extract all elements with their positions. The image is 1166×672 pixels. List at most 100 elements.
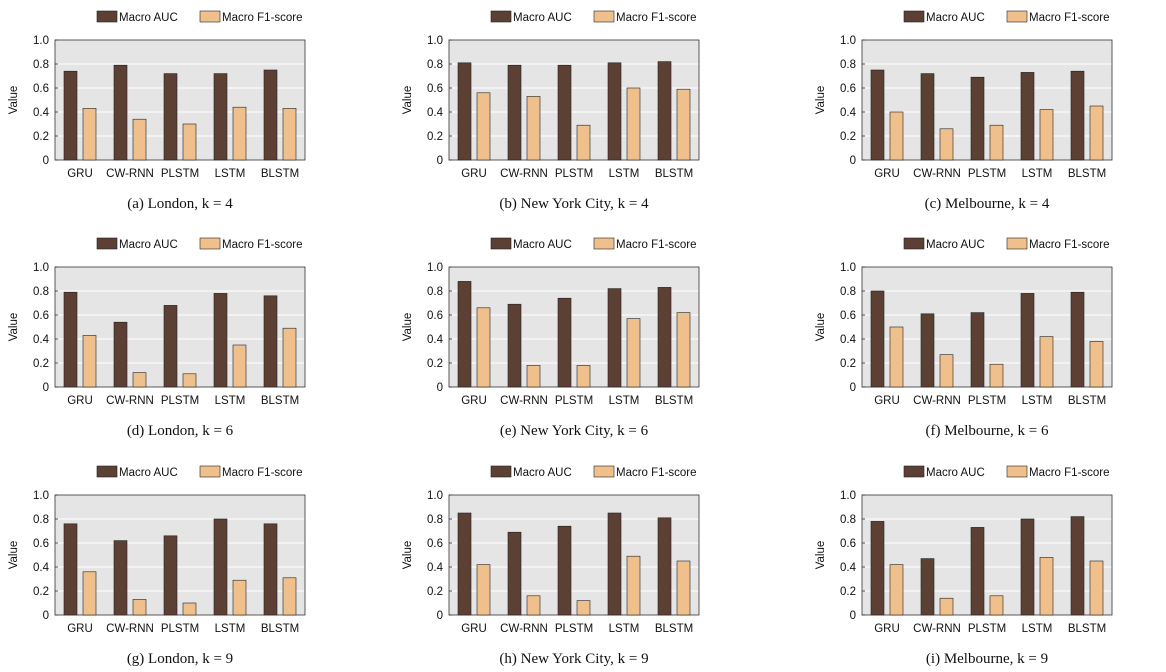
chart-panel: Macro AUC Macro F1-score 0 0.2 0.4 0.6 0.8 1.0 V…	[8, 237, 306, 439]
legend-swatch-macro-auc	[96, 465, 118, 478]
bar-macro-f1-cw-rnn	[132, 118, 147, 161]
x-tick-label: GRU	[874, 623, 900, 635]
bar-macro-f1-lstm	[626, 87, 641, 161]
legend-label-macro-auc: Macro AUC	[119, 12, 178, 24]
bar-macro-f1-cw-rnn	[526, 595, 541, 616]
bar-macro-auc-blstm	[263, 69, 278, 161]
bar-macro-auc-blstm	[657, 517, 672, 616]
y-tick-label: 0.4	[33, 334, 50, 346]
bar-macro-auc-plstm	[970, 76, 985, 161]
y-tick-label: 0	[43, 610, 49, 622]
x-tick-label: CW-RNN	[106, 623, 154, 635]
bar-macro-auc-lstm	[213, 73, 228, 161]
bar-macro-f1-plstm	[576, 124, 591, 161]
bar-macro-f1-cw-rnn	[939, 354, 954, 388]
legend-swatch-macro-auc	[96, 10, 118, 23]
bar-macro-auc-cw-rnn	[920, 558, 935, 616]
subfigure-caption: (f) Melbourne, k = 6	[925, 423, 1049, 439]
y-tick-label: 0	[437, 382, 443, 394]
axes-frame	[448, 266, 700, 388]
x-tick-label: PLSTM	[968, 395, 1006, 407]
x-tick-label: PLSTM	[555, 623, 593, 635]
bar-macro-f1-plstm	[576, 365, 591, 388]
y-axis-label: Value	[402, 313, 414, 342]
axes-frame	[448, 494, 700, 616]
y-tick-label: 0	[43, 382, 49, 394]
x-tick-label: GRU	[461, 395, 487, 407]
bar-macro-auc-lstm	[1020, 293, 1035, 388]
bar-macro-f1-plstm	[576, 600, 591, 616]
bar-macro-auc-plstm	[163, 73, 178, 161]
bar-macro-f1-blstm	[1089, 105, 1104, 161]
y-tick-label: 1.0	[33, 262, 49, 274]
axes-frame	[54, 39, 306, 161]
bar-macro-f1-cw-rnn	[132, 599, 147, 616]
x-tick-label: GRU	[461, 623, 487, 635]
x-tick-label: BLSTM	[1068, 168, 1106, 180]
y-tick-label: 0.2	[427, 358, 443, 370]
subfigure-caption: (g) London, k = 9	[127, 651, 233, 667]
axes-frame	[448, 39, 700, 161]
plot-area	[449, 40, 699, 160]
x-tick-label: GRU	[67, 168, 93, 180]
x-tick-label: BLSTM	[261, 168, 299, 180]
bar-macro-auc-gru	[63, 291, 78, 388]
bar-macro-f1-gru	[889, 326, 904, 388]
legend-swatch-macro-auc	[903, 465, 925, 478]
bar-macro-f1-lstm	[1039, 336, 1054, 388]
y-tick-label: 0.8	[33, 286, 49, 298]
x-tick-label: GRU	[874, 395, 900, 407]
bar-macro-auc-gru	[870, 521, 885, 616]
chart-panel: Macro AUC Macro F1-score 0 0.2 0.4 0.6 0.8 1.0 V…	[8, 10, 306, 212]
legend-swatch-macro-f1	[1006, 465, 1028, 478]
bar-macro-f1-gru	[476, 564, 491, 616]
y-axis-label: Value	[8, 313, 20, 342]
y-tick-label: 0.4	[427, 562, 444, 574]
x-tick-label: CW-RNN	[500, 168, 548, 180]
chart-panel: Macro AUC Macro F1-score 0 0.2 0.4 0.6 0.8 1.0 V…	[815, 10, 1113, 212]
bar-macro-f1-lstm	[1039, 109, 1054, 161]
bar-macro-auc-plstm	[970, 312, 985, 388]
bar-macro-auc-cw-rnn	[113, 540, 128, 616]
y-axis-label: Value	[815, 86, 827, 115]
bar-macro-auc-plstm	[970, 527, 985, 616]
bar-macro-auc-cw-rnn	[507, 303, 522, 388]
x-tick-label: BLSTM	[261, 623, 299, 635]
x-tick-label: LSTM	[1022, 623, 1053, 635]
bar-macro-f1-blstm	[1089, 341, 1104, 388]
x-tick-label: CW-RNN	[106, 395, 154, 407]
legend: Macro AUC Macro F1-score	[903, 10, 1110, 24]
bar-macro-f1-blstm	[282, 577, 297, 616]
bar-macro-f1-lstm	[232, 344, 247, 388]
y-tick-label: 0.8	[427, 514, 443, 526]
y-tick-label: 0.4	[33, 562, 50, 574]
bar-macro-f1-gru	[476, 307, 491, 388]
legend-label-macro-auc: Macro AUC	[926, 239, 985, 251]
x-tick-label: BLSTM	[655, 168, 693, 180]
legend-label-macro-f1: Macro F1-score	[222, 12, 303, 24]
legend-swatch-macro-auc	[903, 237, 925, 250]
legend-swatch-macro-f1	[593, 10, 615, 23]
y-tick-label: 0.8	[33, 514, 49, 526]
bar-macro-f1-gru	[82, 108, 97, 161]
x-tick-label: BLSTM	[655, 623, 693, 635]
x-tick-label: PLSTM	[161, 623, 199, 635]
x-tick-label: BLSTM	[261, 395, 299, 407]
chart-panel: Macro AUC Macro F1-score 0 0.2 0.4 0.6 0.8 1.0 V…	[8, 465, 306, 667]
legend-swatch-macro-auc	[903, 10, 925, 23]
y-tick-label: 0.4	[840, 107, 857, 119]
y-tick-label: 0.8	[33, 59, 49, 71]
y-axis-label: Value	[402, 86, 414, 115]
y-tick-label: 1.0	[840, 35, 856, 47]
bar-macro-auc-blstm	[657, 61, 672, 161]
bar-macro-auc-gru	[870, 69, 885, 161]
legend-label-macro-auc: Macro AUC	[119, 467, 178, 479]
bar-macro-f1-lstm	[232, 106, 247, 161]
legend-label-macro-auc: Macro AUC	[513, 12, 572, 24]
y-tick-label: 0	[437, 610, 443, 622]
legend-swatch-macro-f1	[593, 465, 615, 478]
bar-macro-f1-gru	[82, 335, 97, 388]
x-tick-label: BLSTM	[655, 395, 693, 407]
bar-macro-auc-plstm	[557, 525, 572, 616]
y-tick-label: 0.4	[427, 334, 444, 346]
